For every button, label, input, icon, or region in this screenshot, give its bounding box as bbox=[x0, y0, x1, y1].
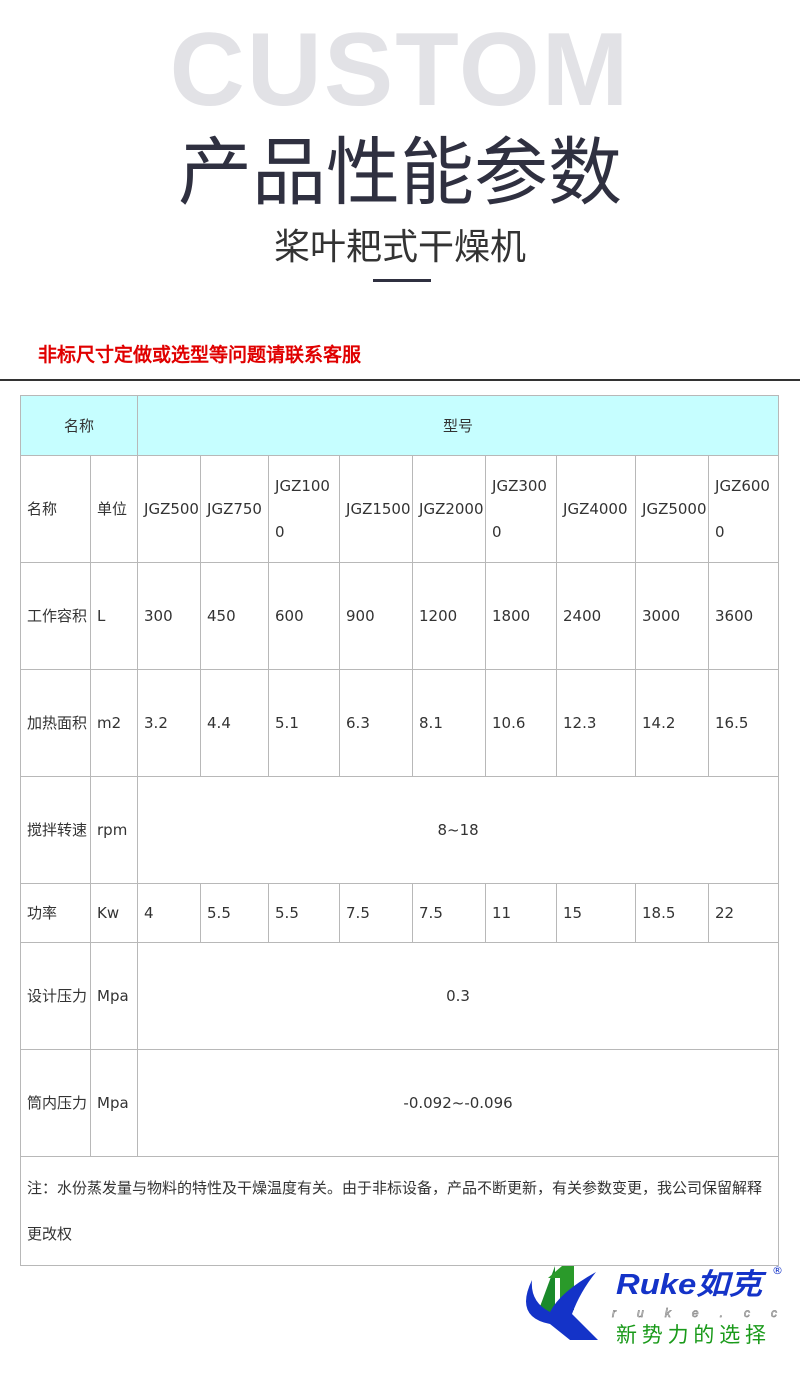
table-cell: Mpa bbox=[89, 942, 139, 1050]
section-divider bbox=[0, 379, 800, 381]
table-cell: JGZ6000 bbox=[708, 455, 780, 563]
table-row: 搅拌转速 rpm 8~18 bbox=[20, 776, 780, 884]
table-row: 加热面积 m2 3.2 4.4 5.1 6.3 8.1 10.6 12.3 14.2 16.5 bbox=[20, 669, 780, 777]
table-cell: 名称 bbox=[19, 395, 139, 456]
table-cell: JGZ1500 bbox=[339, 455, 414, 563]
table-cell: 300 bbox=[137, 562, 202, 670]
footnote-row: 注：水份蒸发量与物料的特性及干燥温度有关。由于非标设备，产品不断更新，有关参数变… bbox=[19, 1156, 780, 1266]
table-cell: 单位 bbox=[89, 455, 139, 563]
table-cell: 12.3 bbox=[556, 669, 637, 777]
table-cell: L bbox=[89, 562, 139, 670]
table-cell: 11 bbox=[485, 883, 558, 943]
table-cell: 15 bbox=[556, 883, 637, 943]
table-cell: JGZ750 bbox=[200, 455, 270, 563]
table-cell: 7.5 bbox=[339, 883, 414, 943]
svg-text:新势力的选择: 新势力的选择 bbox=[616, 1323, 766, 1347]
table-cell: Kw bbox=[89, 883, 139, 943]
table-cell: JGZ1000 bbox=[268, 455, 341, 563]
table-cell: 0.3 bbox=[137, 942, 780, 1050]
contact-notice: 非标尺寸定做或选型等问题请联系客服 bbox=[38, 344, 362, 366]
table-cell: Mpa bbox=[89, 1049, 139, 1157]
table-cell: 1200 bbox=[412, 562, 487, 670]
page-subtitle: 桨叶耙式干燥机 bbox=[273, 227, 526, 268]
ruke-logo: Ruke如克 ® ruke.cc 新势力的选择 bbox=[520, 1262, 790, 1352]
table-cell: 16.5 bbox=[708, 669, 780, 777]
table-cell: 名称 bbox=[20, 455, 91, 563]
table-cell: 工作容积 bbox=[20, 562, 91, 670]
table-cell: JGZ500 bbox=[137, 455, 202, 563]
table-cell: 加热面积 bbox=[20, 669, 91, 777]
table-cell: 注：水份蒸发量与物料的特性及干燥温度有关。由于非标设备，产品不断更新，有关参数变… bbox=[19, 1156, 780, 1266]
table-row: 筒内压力 Mpa -0.092~-0.096 bbox=[20, 1049, 780, 1157]
table-cell: 4.4 bbox=[200, 669, 270, 777]
table-cell: 型号 bbox=[137, 395, 780, 456]
background-watermark-text: CUSTOM bbox=[169, 12, 631, 128]
title-divider bbox=[373, 279, 431, 282]
table-cell: 5.5 bbox=[268, 883, 341, 943]
table-cell: JGZ5000 bbox=[635, 455, 710, 563]
table-row: 设计压力 Mpa 0.3 bbox=[20, 942, 780, 1050]
svg-text:Ruke如克: Ruke如克 bbox=[616, 1269, 768, 1301]
table-cell: 14.2 bbox=[635, 669, 710, 777]
table-cell: 5.5 bbox=[200, 883, 270, 943]
table-cell: 4 bbox=[137, 883, 202, 943]
model-row: 名称 单位 JGZ500 JGZ750 JGZ1000 JGZ1500 JGZ2000 JGZ… bbox=[20, 455, 780, 563]
table-cell: JGZ2000 bbox=[412, 455, 487, 563]
table-cell: 7.5 bbox=[412, 883, 487, 943]
table-cell: JGZ4000 bbox=[556, 455, 637, 563]
table-cell: 1800 bbox=[485, 562, 558, 670]
page-title: 产品性能参数 bbox=[178, 130, 622, 216]
table-cell: 22 bbox=[708, 883, 780, 943]
table-cell: JGZ3000 bbox=[485, 455, 558, 563]
table-cell: 设计压力 bbox=[20, 942, 91, 1050]
table-cell: 18.5 bbox=[635, 883, 710, 943]
table-cell: -0.092~-0.096 bbox=[137, 1049, 780, 1157]
table-cell: 3.2 bbox=[137, 669, 202, 777]
table-row: 工作容积 L 300 450 600 900 1200 1800 2400 3000 3600 bbox=[20, 562, 780, 670]
table-cell: 3600 bbox=[708, 562, 780, 670]
table-cell: 5.1 bbox=[268, 669, 341, 777]
table-cell: 搅拌转速 bbox=[20, 776, 91, 884]
table-cell: 10.6 bbox=[485, 669, 558, 777]
table-cell: 450 bbox=[200, 562, 270, 670]
table-cell: 功率 bbox=[20, 883, 91, 943]
table-header-row: 名称 型号 bbox=[19, 395, 780, 456]
table-cell: 2400 bbox=[556, 562, 637, 670]
svg-text:ruke.cc: ruke.cc bbox=[612, 1306, 777, 1320]
table-cell: 6.3 bbox=[339, 669, 414, 777]
table-cell: 8~18 bbox=[137, 776, 780, 884]
table-cell: 筒内压力 bbox=[20, 1049, 91, 1157]
table-cell: rpm bbox=[89, 776, 139, 884]
table-cell: 3000 bbox=[635, 562, 710, 670]
table-cell: 600 bbox=[268, 562, 341, 670]
table-cell: m2 bbox=[89, 669, 139, 777]
table-cell: 900 bbox=[339, 562, 414, 670]
svg-text:®: ® bbox=[772, 1264, 783, 1277]
spec-table: 名称 型号 名称 单位 JGZ500 JGZ750 JGZ1000 JGZ1500 JGZ200… bbox=[19, 395, 780, 1266]
table-cell: 8.1 bbox=[412, 669, 487, 777]
table-row: 功率 Kw 4 5.5 5.5 7.5 7.5 11 15 18.5 22 bbox=[20, 883, 780, 943]
